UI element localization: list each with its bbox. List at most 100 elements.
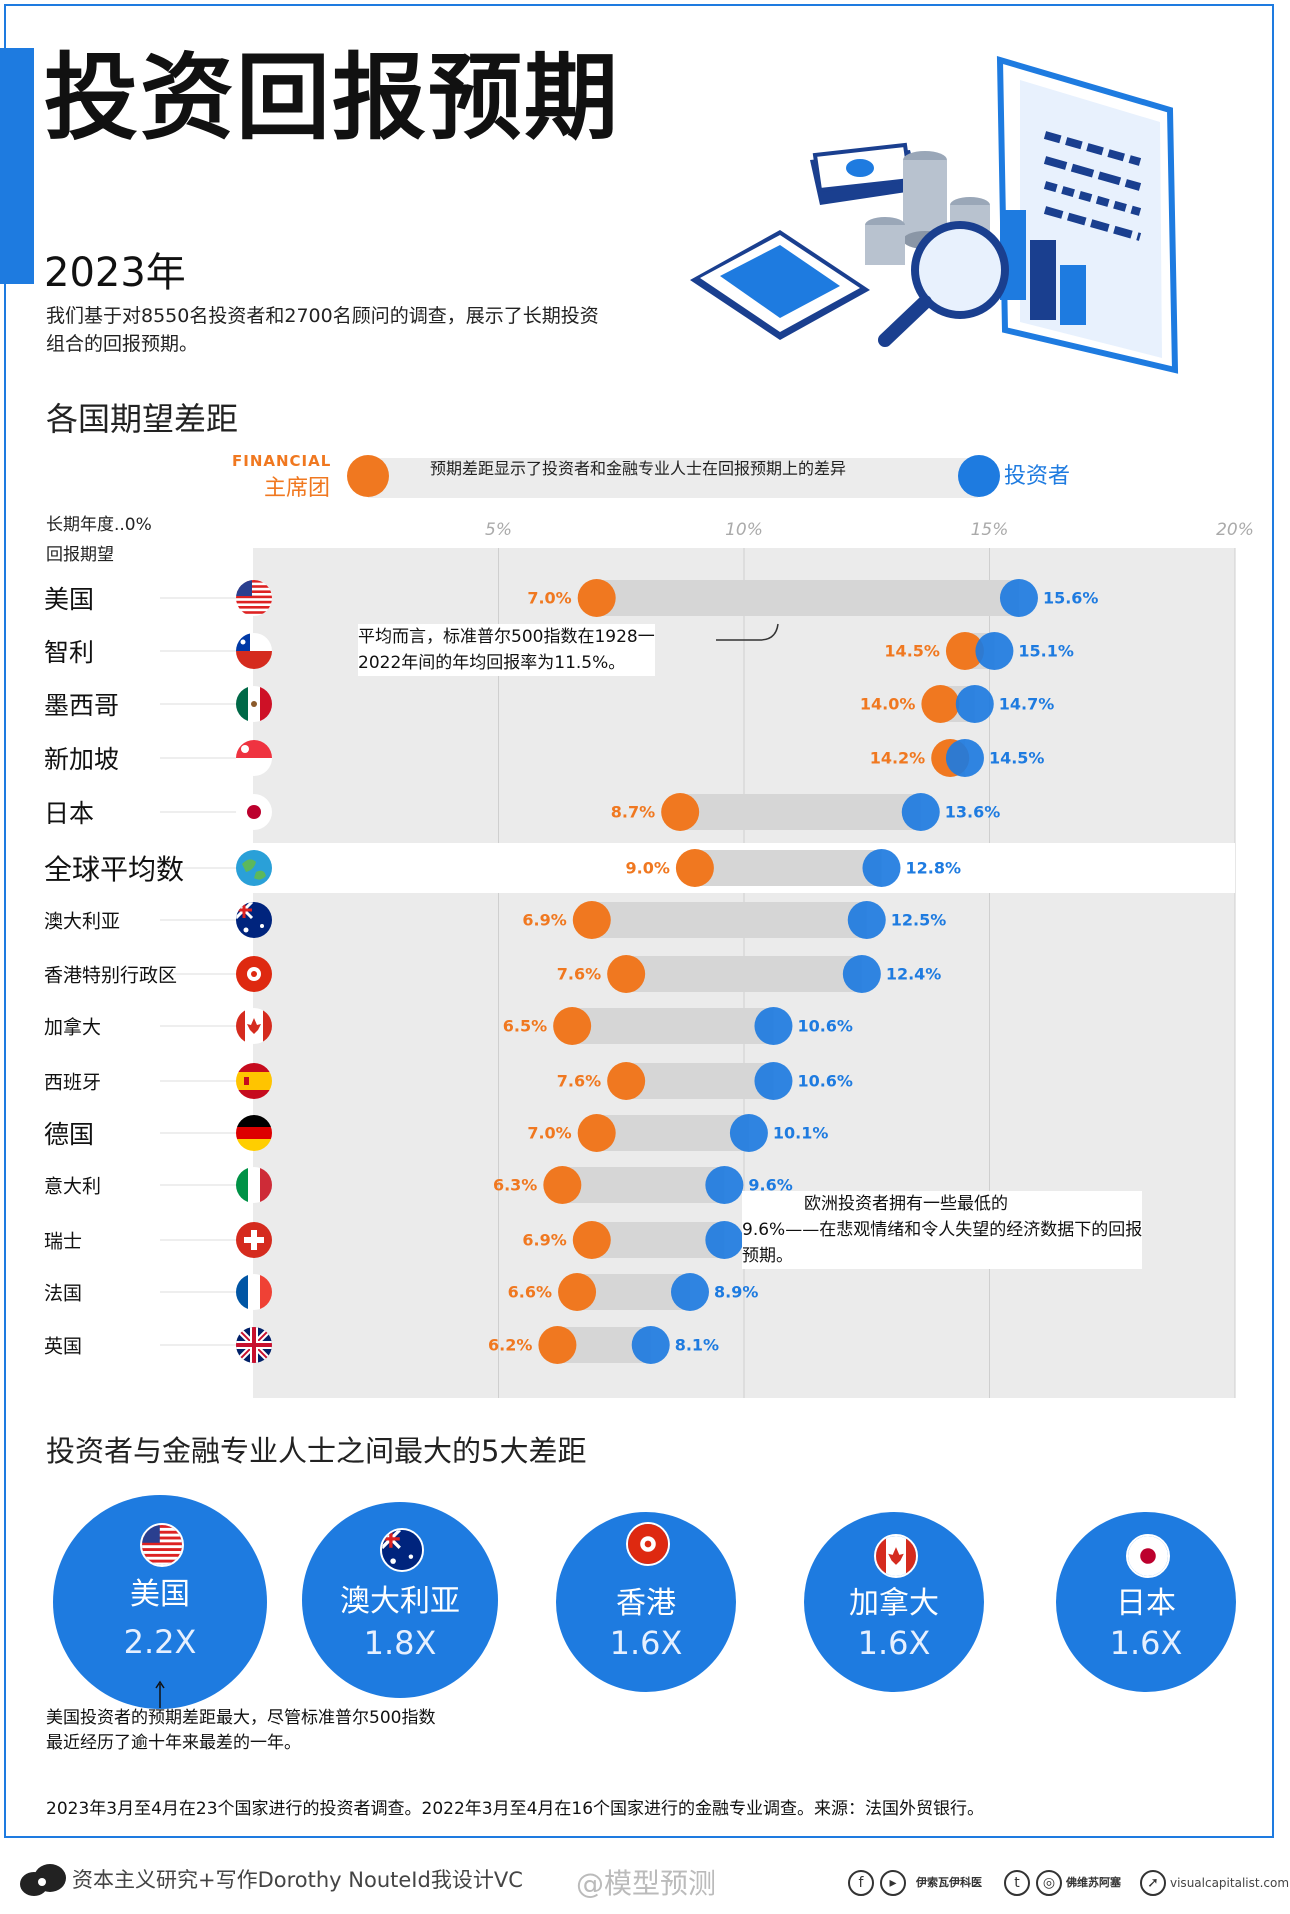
twitter-icon[interactable]: t [1004,1870,1030,1896]
financial-dot [543,1166,582,1204]
page-title: 投资回报预期 [44,44,621,153]
investor-dot [862,849,901,887]
investor-dot [999,579,1038,617]
gap-bar [562,1167,725,1203]
cloud-logo-icon [20,1864,66,1896]
investor-value-label: 15.6% [1042,588,1099,608]
flag-icon [236,1063,272,1099]
axis-caption-line1: 长期年度..0% [46,515,152,535]
investor-value-label: 15.1% [1018,641,1074,661]
country-label: 英国 [44,1335,83,1358]
instagram-icon[interactable]: ◎ [1036,1870,1062,1896]
financial-value-label: 6.9% [522,910,567,930]
financial-value-label: 7.6% [556,1071,602,1091]
financial-value-label: 6.3% [492,1175,538,1195]
youtube-icon[interactable]: ▸ [880,1870,906,1896]
country-label: 墨西哥 [44,691,120,720]
gap-bubble: 日本 1.6X [1056,1512,1236,1692]
investor-dot [842,955,881,993]
flag-icon [236,633,272,669]
gap-bubble: 加拿大 1.6X [804,1512,984,1692]
flag-icon [236,850,272,886]
investor-dot [945,739,984,777]
gap-bubble: 香港 1.6X [556,1512,736,1692]
investor-dot [955,685,994,723]
legend-financial-dot [347,455,389,497]
flag-icon [140,1523,184,1567]
flag-icon [236,1327,272,1363]
financial-dot [577,1114,616,1152]
flag-icon [874,1534,918,1578]
flag-icon [236,740,272,776]
financial-value-label: 7.0% [527,588,572,608]
investor-dot [975,632,1014,670]
financial-dot [607,955,646,993]
country-label: 德国 [44,1120,95,1149]
gap-bubble: 澳大利亚 1.8X [302,1502,498,1698]
country-label: 香港特别行政区 [44,964,178,987]
financial-dot [921,685,960,723]
annotation-sp500: 平均而言，标准普尔500指数在1928一 2022年间的年均回报率为11.5%。 [358,624,655,676]
flag-icon [236,1167,272,1203]
bubble-ratio-value: 1.6X [1109,1624,1183,1662]
gap-bar [626,956,862,992]
flag-icon [236,1222,272,1258]
bubble-ratio-value: 1.6X [609,1624,683,1662]
flag-icon [236,794,272,830]
financial-value-label: 9.0% [625,858,670,878]
investor-value-label: 10.6% [797,1016,853,1036]
financial-dot [572,901,611,939]
gap-bar [591,1222,725,1258]
axis-caption-line2: 回报期望 [46,545,114,565]
investor-value-label: 13.6% [944,802,1001,822]
investor-dot [847,901,886,939]
legend-financial-en: FINANCIAL [232,452,332,470]
cursor-icon[interactable]: ➚ [1140,1870,1166,1896]
flag-icon [236,902,272,938]
country-label: 美国 [44,585,95,614]
x-tick-label: 20% [1216,520,1254,540]
annotation-europe-line1: 欧洲投资者拥有一些最低的 [804,1194,1008,1214]
investor-dot [670,1273,709,1311]
investor-dot [729,1114,768,1152]
financial-dot [553,1007,592,1045]
gap-bar [596,580,1019,616]
financial-value-label: 6.2% [488,1335,533,1355]
financial-dot [577,579,616,617]
legend-financial-cn: 主席团 [264,476,331,501]
investor-value-label: 12.5% [890,910,947,930]
section-title-top5: 投资者与金融专业人士之间最大的5大差距 [46,1434,587,1468]
annotation-europe-line3: 预期。 [742,1246,793,1266]
us-note: 美国投资者的预期差距最大，尽管标准普尔500指数最近经历了逾十年来最差的一年。 [46,1708,436,1753]
investor-value-label: 12.4% [885,964,942,984]
credit-text: 资本主义研究+写作Dorothy NouteId我设计VC [72,1868,523,1892]
axis-caption: 长期年度..0% 回报期望 [46,510,152,570]
gap-bubble: 美国 2.2X [53,1495,267,1709]
country-label: 澳大利亚 [44,910,121,933]
flag-icon [236,686,272,722]
investor-value-label: 14.5% [988,748,1045,768]
section-title-gaps: 各国期望差距 [46,400,239,438]
legend-investor: 投资者 [1004,464,1071,489]
bubble-country-label: 加拿大 [849,1586,939,1621]
gap-bar [596,1115,749,1151]
x-tick-label: 10% [725,520,763,540]
financial-value-label: 7.6% [556,964,602,984]
us-note-arrow-icon [155,1680,165,1708]
facebook-icon[interactable]: f [848,1870,874,1896]
investor-dot [754,1062,793,1100]
flag-icon [1126,1534,1170,1578]
financial-dot [607,1062,646,1100]
watermark: @模型预测 [576,1867,717,1900]
accent-bar [0,48,34,284]
flag-icon [236,1274,272,1310]
financial-value-label: 6.9% [522,1230,567,1250]
investor-dot [705,1221,744,1259]
annotation-europe: 欧洲投资者拥有一些最低的 9.6%——在悲观情绪和令人失望的经济数据下的回报 预… [742,1191,1143,1269]
investor-value-label: 8.9% [713,1282,759,1302]
investor-value-label: 12.8% [905,858,961,878]
legend-description: 预期差距显示了投资者和金融专业人士在回报预期上的差异 [430,459,847,478]
financial-value-label: 6.6% [507,1282,553,1302]
footer-note: 2023年3月至4月在23个国家进行的投资者调查。2022年3月至4月在16个国… [46,1799,985,1819]
investor-value-label: 8.1% [674,1335,720,1355]
